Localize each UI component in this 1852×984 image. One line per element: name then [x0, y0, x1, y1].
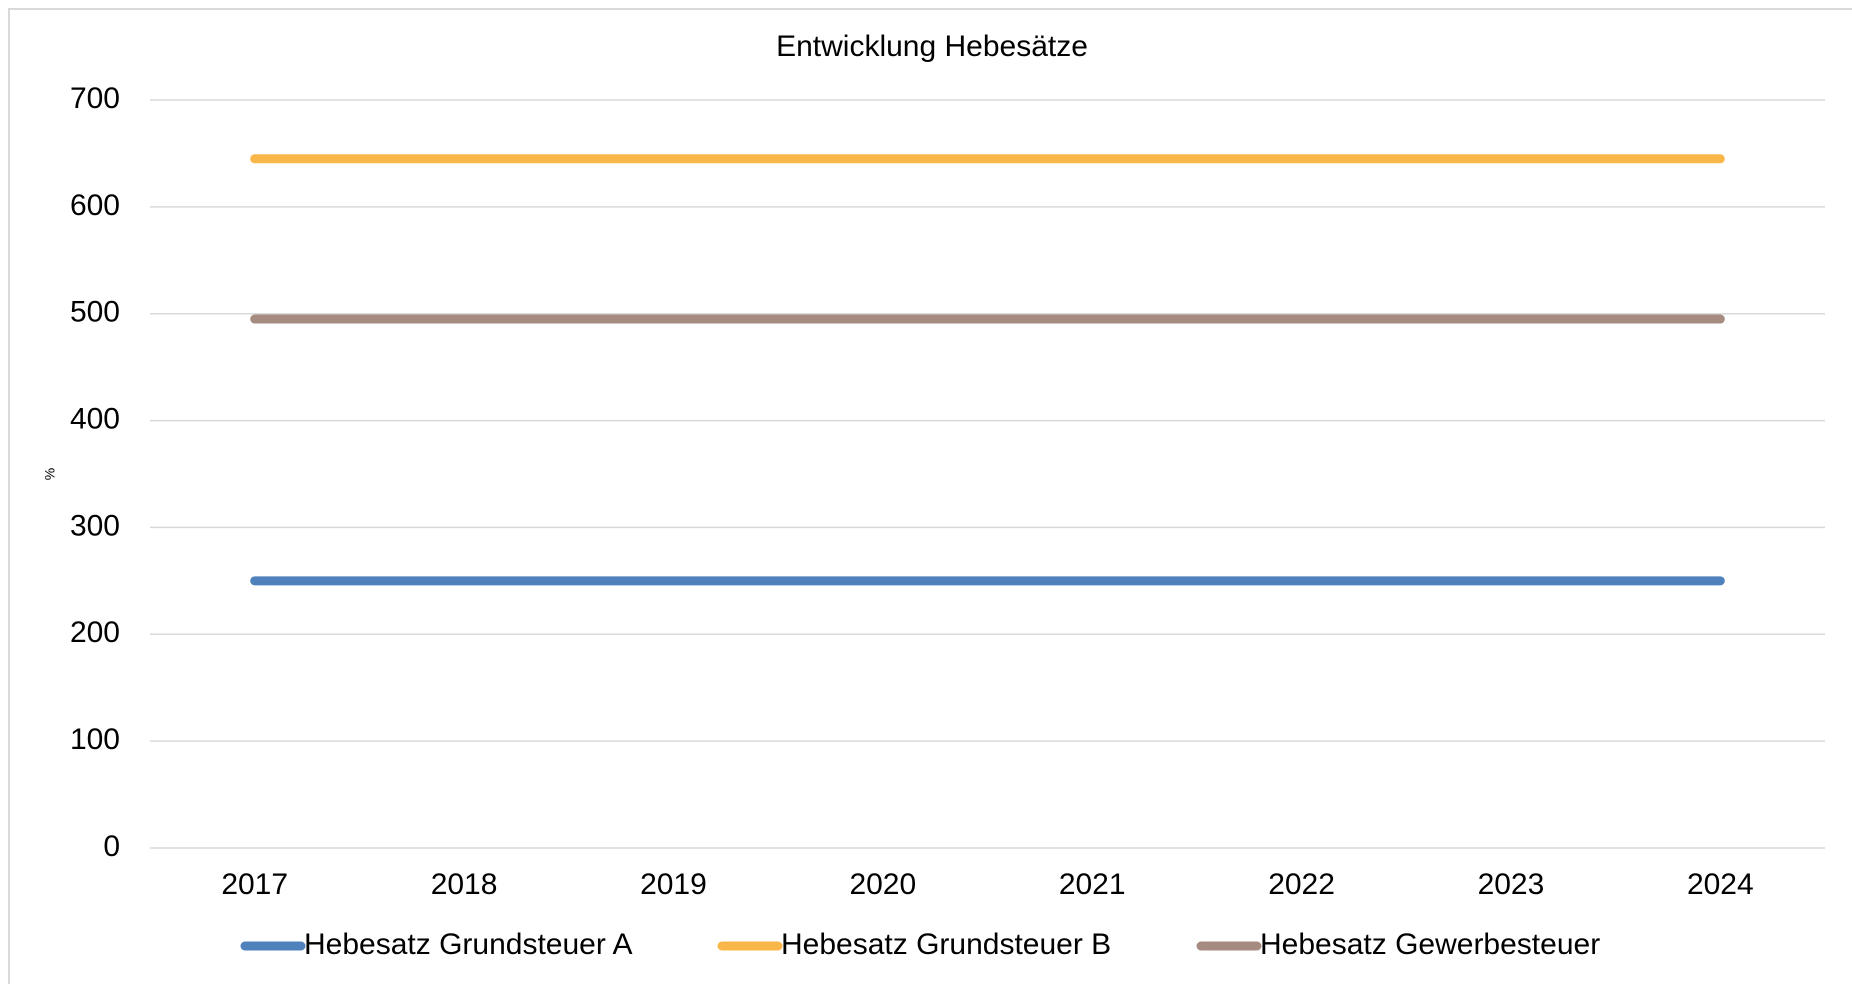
legend-label: Hebesatz Grundsteuer A: [304, 928, 633, 961]
x-tick-label: 2020: [849, 868, 916, 901]
x-tick-label: 2022: [1268, 868, 1335, 901]
x-tick-label: 2024: [1687, 868, 1754, 901]
legend-label: Hebesatz Grundsteuer B: [781, 928, 1111, 961]
y-axis-label: %: [42, 468, 58, 480]
y-tick-label: 0: [103, 830, 120, 863]
x-tick-label: 2019: [640, 868, 707, 901]
y-tick-label: 700: [70, 82, 120, 115]
x-tick-label: 2017: [221, 868, 288, 901]
x-tick-label: 2021: [1059, 868, 1126, 901]
y-tick-label: 500: [70, 296, 120, 329]
y-tick-label: 200: [70, 616, 120, 649]
y-tick-label: 300: [70, 509, 120, 542]
y-tick-label: 600: [70, 189, 120, 222]
x-tick-label: 2023: [1478, 868, 1545, 901]
x-tick-label: 2018: [431, 868, 498, 901]
y-tick-label: 400: [70, 402, 120, 435]
chart-title: Entwicklung Hebesätze: [776, 30, 1088, 63]
chart-border: [8, 8, 1852, 984]
legend-label: Hebesatz Gewerbesteuer: [1260, 928, 1600, 961]
y-tick-label: 100: [70, 723, 120, 756]
